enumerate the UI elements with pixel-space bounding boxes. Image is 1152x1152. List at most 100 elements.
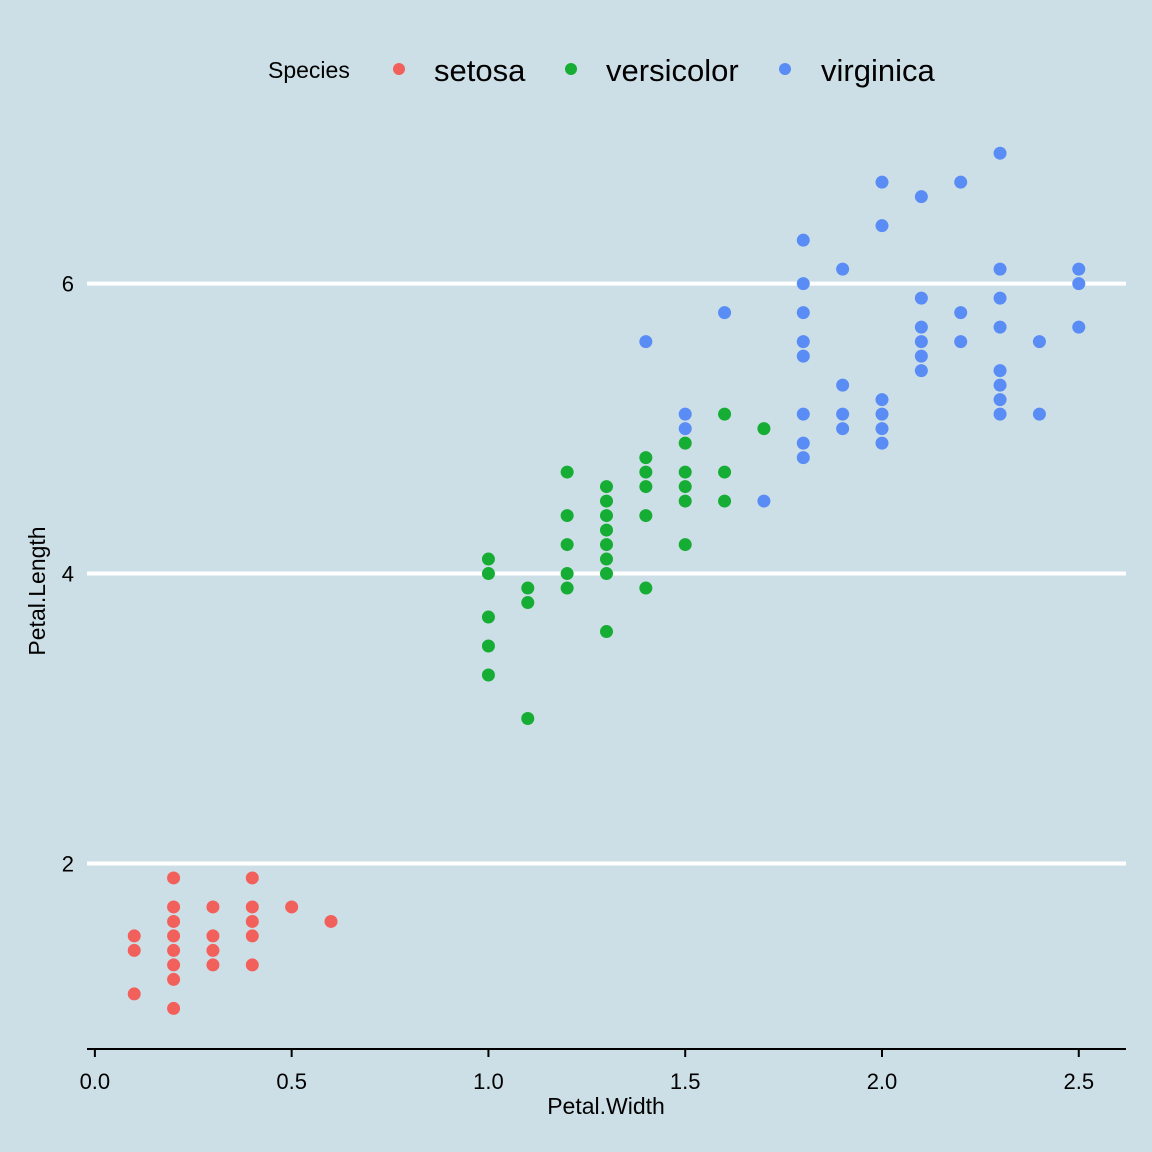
x-tick-label: 0.5: [276, 1069, 307, 1094]
point-versicolor: [481, 610, 495, 624]
point-setosa: [206, 958, 220, 972]
point-setosa: [245, 871, 259, 885]
point-virginica: [678, 422, 692, 436]
point-versicolor: [639, 465, 653, 479]
point-setosa: [127, 943, 141, 957]
point-setosa: [206, 900, 220, 914]
point-setosa: [127, 987, 141, 1001]
point-versicolor: [678, 465, 692, 479]
legend: Species setosa versicolor virginica: [268, 53, 935, 88]
x-tick-label: 1.0: [473, 1069, 504, 1094]
point-virginica: [993, 393, 1007, 407]
point-versicolor: [600, 509, 613, 523]
point-versicolor: [678, 538, 692, 552]
point-virginica: [836, 378, 850, 392]
point-setosa: [167, 958, 181, 972]
point-virginica: [993, 320, 1007, 334]
y-tick-label: 6: [62, 272, 74, 297]
point-virginica: [954, 306, 968, 320]
point-virginica: [993, 378, 1007, 392]
points: [127, 146, 1086, 1015]
point-virginica: [639, 335, 653, 349]
point-virginica: [796, 349, 810, 363]
point-versicolor: [639, 581, 653, 595]
point-versicolor: [757, 422, 771, 436]
point-versicolor: [521, 581, 535, 595]
point-virginica: [796, 451, 810, 465]
point-setosa: [206, 943, 220, 957]
x-axis: 0.0 0.5 1.0 1.5 2.0 2.5: [80, 1048, 1126, 1094]
point-setosa: [324, 914, 338, 928]
point-versicolor: [521, 712, 535, 726]
point-virginica: [875, 175, 889, 189]
point-virginica: [993, 407, 1007, 421]
point-versicolor: [481, 552, 495, 566]
point-virginica: [914, 349, 928, 363]
point-virginica: [993, 262, 1007, 276]
x-axis-title: Petal.Width: [547, 1093, 665, 1119]
point-versicolor: [600, 538, 613, 552]
point-virginica: [875, 422, 889, 436]
point-setosa: [245, 929, 259, 943]
point-setosa: [285, 900, 299, 914]
point-versicolor: [560, 538, 574, 552]
point-virginica: [1072, 277, 1086, 291]
point-versicolor: [600, 480, 613, 494]
point-virginica: [1032, 335, 1046, 349]
point-setosa: [167, 972, 181, 986]
point-virginica: [757, 494, 771, 508]
point-virginica: [875, 407, 889, 421]
point-versicolor: [560, 509, 574, 523]
point-setosa: [206, 929, 220, 943]
x-tick-label: 0.0: [80, 1069, 111, 1094]
point-virginica: [914, 335, 928, 349]
point-setosa: [167, 900, 181, 914]
point-versicolor: [718, 465, 732, 479]
point-versicolor: [600, 523, 613, 537]
point-versicolor: [678, 480, 692, 494]
x-tick-label: 2.5: [1063, 1069, 1094, 1094]
point-virginica: [796, 277, 810, 291]
y-axis-title: Petal.Length: [24, 526, 50, 655]
point-virginica: [796, 335, 810, 349]
point-virginica: [875, 436, 889, 450]
point-setosa: [167, 871, 181, 885]
point-setosa: [127, 929, 141, 943]
point-virginica: [1072, 320, 1086, 334]
point-versicolor: [521, 596, 535, 610]
legend-key-setosa: [393, 63, 405, 75]
point-versicolor: [600, 494, 613, 508]
point-virginica: [678, 407, 692, 421]
point-virginica: [914, 364, 928, 378]
point-virginica: [914, 320, 928, 334]
point-virginica: [796, 233, 810, 247]
point-versicolor: [678, 436, 692, 450]
point-virginica: [993, 364, 1007, 378]
point-virginica: [1072, 262, 1086, 276]
point-setosa: [167, 914, 181, 928]
point-virginica: [875, 393, 889, 407]
x-tick-label: 2.0: [867, 1069, 898, 1094]
point-setosa: [167, 943, 181, 957]
point-versicolor: [718, 407, 732, 421]
y-axis: 2 4 6: [62, 272, 74, 877]
point-setosa: [167, 929, 181, 943]
point-setosa: [245, 958, 259, 972]
point-versicolor: [481, 639, 495, 653]
point-versicolor: [481, 567, 495, 581]
point-versicolor: [718, 494, 732, 508]
point-virginica: [954, 335, 968, 349]
legend-label-virginica: virginica: [821, 53, 935, 88]
legend-title: Species: [268, 57, 350, 83]
point-virginica: [1032, 407, 1046, 421]
point-virginica: [796, 436, 810, 450]
point-virginica: [875, 219, 889, 233]
point-versicolor: [639, 509, 653, 523]
point-virginica: [954, 175, 968, 189]
point-versicolor: [560, 465, 574, 479]
point-versicolor: [481, 668, 495, 682]
point-versicolor: [560, 581, 574, 595]
point-virginica: [796, 407, 810, 421]
point-virginica: [836, 407, 850, 421]
